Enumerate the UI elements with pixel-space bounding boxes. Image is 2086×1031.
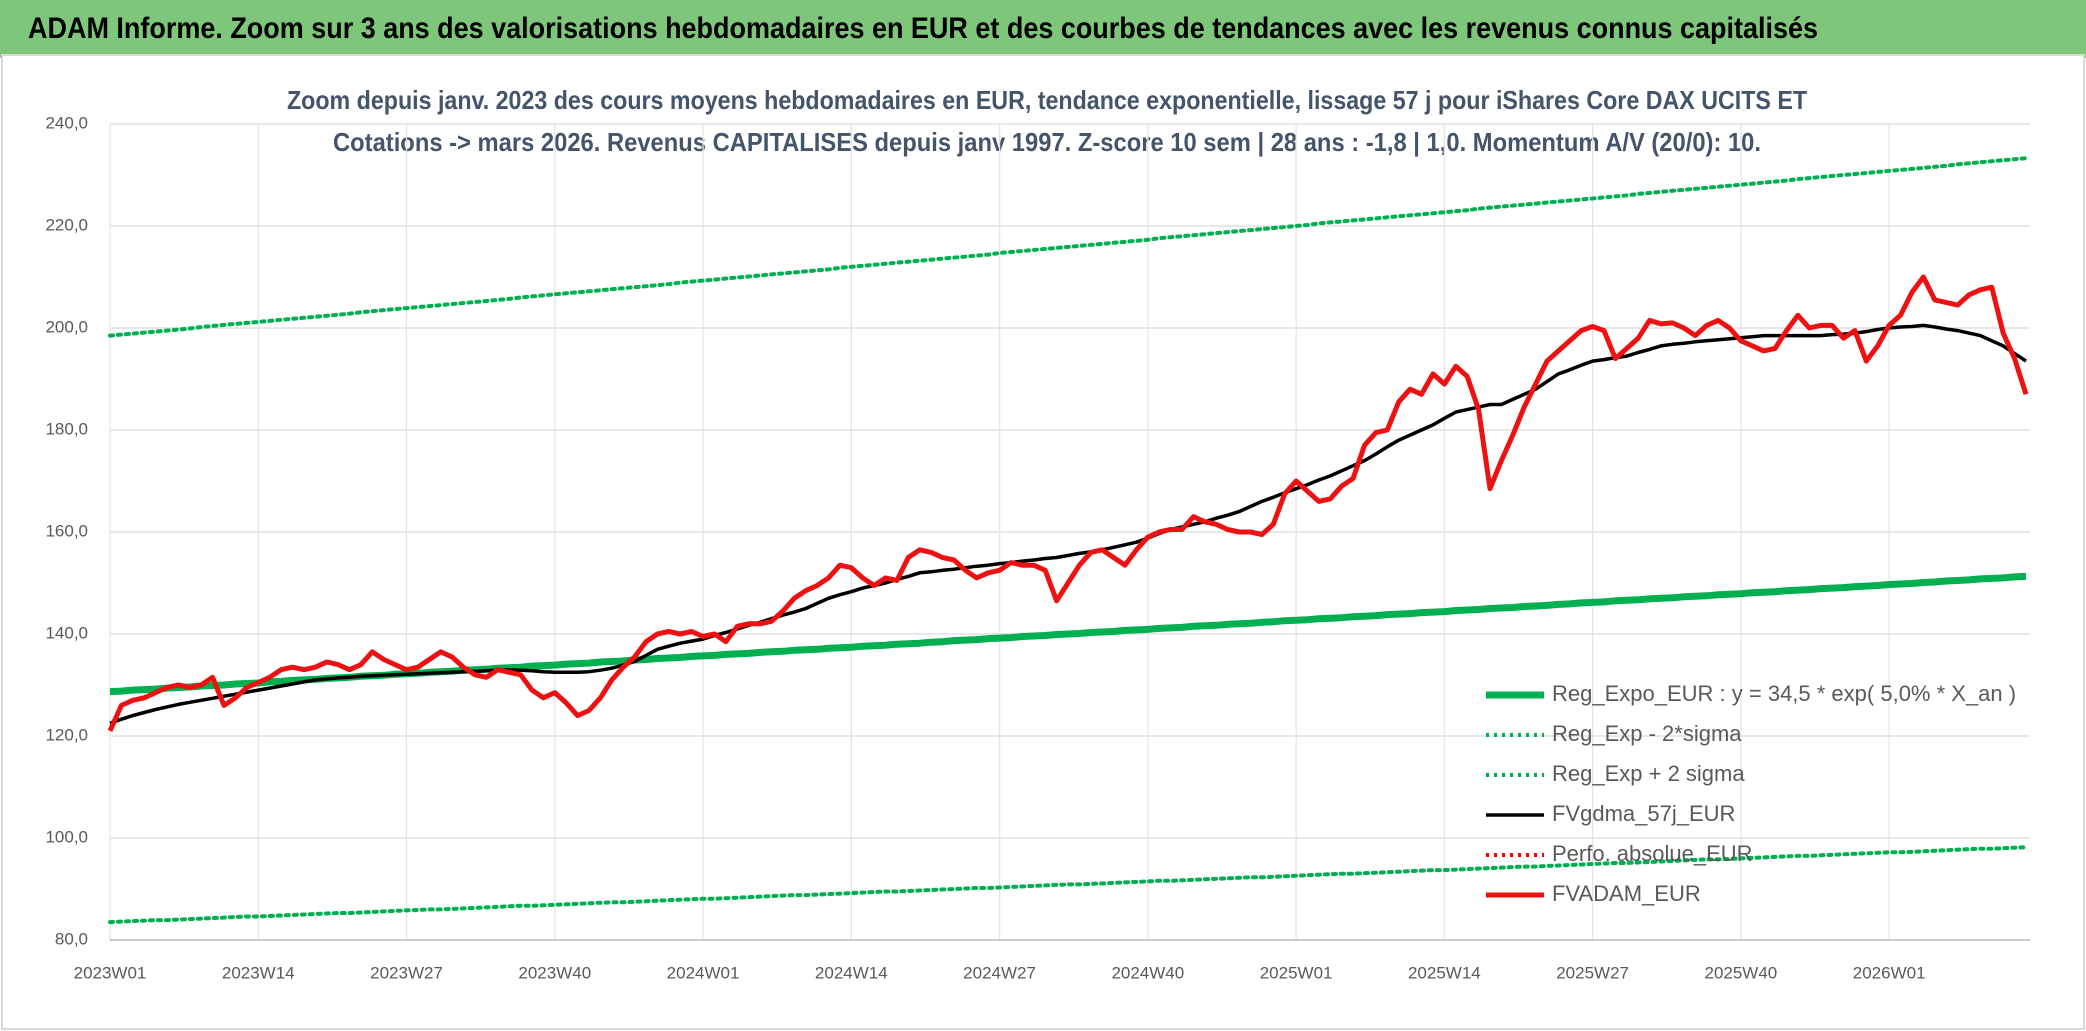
y-tick-label: 180,0 xyxy=(45,419,88,438)
series-line xyxy=(109,323,2027,725)
x-tick-label: 2026W01 xyxy=(1853,963,1926,982)
y-tick-label: 100,0 xyxy=(45,827,88,846)
header-band xyxy=(0,0,2086,58)
header-title: ADAM Informe. Zoom sur 3 ans des valoris… xyxy=(28,12,1818,45)
y-tick-label: 120,0 xyxy=(45,725,88,744)
x-tick-label: 2024W01 xyxy=(667,963,740,982)
plot-area: 80,0 100,0 120,0 140,0 160,0 180,0 200,0 220,0 2… xyxy=(45,113,2030,982)
legend-label: Perfo. absolue_EUR xyxy=(1552,841,1753,866)
x-tick-label: 2024W27 xyxy=(963,963,1036,982)
y-tick-label: 220,0 xyxy=(45,215,88,234)
legend-label: Reg_Exp + 2 sigma xyxy=(1552,761,1745,786)
x-tick-label: 2025W01 xyxy=(1260,963,1333,982)
x-tick-label: 2023W27 xyxy=(370,963,443,982)
x-tick-label: 2024W14 xyxy=(815,963,888,982)
x-tick-label: 2023W01 xyxy=(74,963,147,982)
x-tick-label: 2025W14 xyxy=(1408,963,1481,982)
y-tick-label: 200,0 xyxy=(45,317,88,336)
series-line xyxy=(107,274,2029,732)
legend-label: Reg_Exp - 2*sigma xyxy=(1552,721,1742,746)
x-tick-label: 2024W40 xyxy=(1111,963,1184,982)
x-tick-label: 2025W27 xyxy=(1556,963,1629,982)
chart-frame xyxy=(1,54,2085,1030)
y-tick-label: 140,0 xyxy=(45,623,88,642)
series-line xyxy=(108,845,2028,925)
legend-label: Reg_Expo_EUR : y = 34,5 * exp( 5,0% * X_… xyxy=(1552,681,2016,706)
y-tick-label: 80,0 xyxy=(55,929,88,948)
chart-title: Zoom depuis janv. 2023 des cours moyens … xyxy=(287,85,1807,115)
series-line xyxy=(108,156,2028,338)
y-tick-label: 160,0 xyxy=(45,521,88,540)
legend-label: FVgdma_57j_EUR xyxy=(1552,801,1735,826)
x-tick-label: 2023W40 xyxy=(518,963,591,982)
x-tick-label: 2023W14 xyxy=(222,963,295,982)
legend-label: FVADAM_EUR xyxy=(1552,881,1701,906)
y-tick-label: 240,0 xyxy=(45,113,88,132)
chart-subtitle: Cotations -> mars 2026. Revenus CAPITALI… xyxy=(333,127,1761,157)
x-tick-label: 2025W40 xyxy=(1704,963,1777,982)
